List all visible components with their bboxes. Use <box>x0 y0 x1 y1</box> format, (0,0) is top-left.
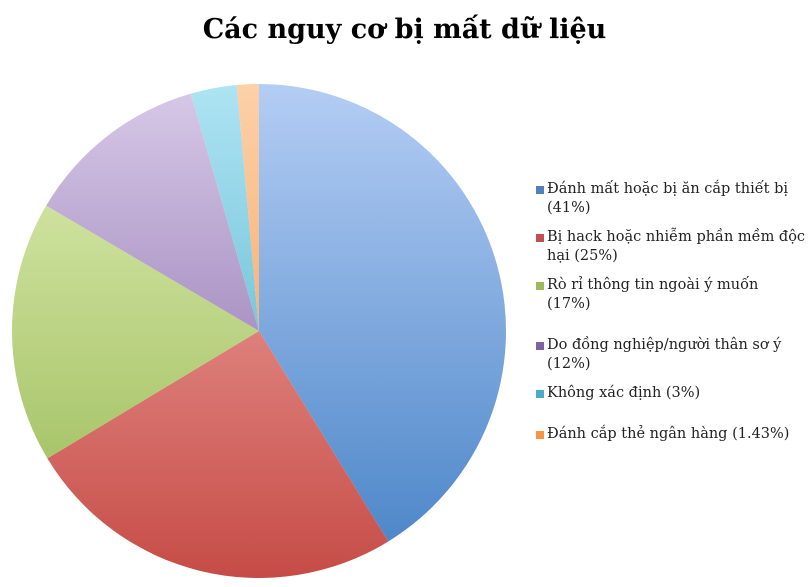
pie-slice <box>11 205 259 459</box>
legend-label: Đánh mất hoặc bị ăn cắp thiết bị (41%) <box>547 181 789 216</box>
legend-label: Đánh cắp thẻ ngân hàng (1.43%) <box>547 426 790 442</box>
pie-slice <box>190 85 259 332</box>
legend: Đánh mất hoặc bị ăn cắp thiết bị (41%) Bị… <box>536 180 806 444</box>
legend-label: Bị hack hoặc nhiễm phần mềm độc hại (25%… <box>547 229 806 264</box>
legend-item: Do đồng nghiệp/người thân sơ ý (12%) <box>536 336 806 374</box>
legend-swatch <box>536 186 544 194</box>
legend-swatch <box>536 282 544 290</box>
legend-swatch <box>536 390 544 398</box>
legend-item: Rò rỉ thông tin ngoài ý muốn (17%) <box>536 276 806 314</box>
legend-swatch <box>536 234 544 242</box>
legend-label: Không xác định (3%) <box>547 385 701 401</box>
legend-item: Đánh cắp thẻ ngân hàng (1.43%) <box>536 425 806 444</box>
pie-slice <box>236 84 259 331</box>
legend-item: Bị hack hoặc nhiễm phần mềm độc hại (25%… <box>536 228 806 266</box>
legend-swatch <box>536 431 544 439</box>
legend-swatch <box>536 342 544 350</box>
legend-item: Không xác định (3%) <box>536 384 806 403</box>
pie-slice <box>259 84 507 542</box>
legend-label: Do đồng nghiệp/người thân sơ ý (12%) <box>547 337 782 372</box>
pie-slice <box>46 93 260 331</box>
legend-item: Đánh mất hoặc bị ăn cắp thiết bị (41%) <box>536 180 806 218</box>
chart-title: Các nguy cơ bị mất dữ liệu <box>202 14 607 45</box>
pie-slice <box>47 331 389 578</box>
legend-label: Rò rỉ thông tin ngoài ý muốn (17%) <box>547 277 759 312</box>
